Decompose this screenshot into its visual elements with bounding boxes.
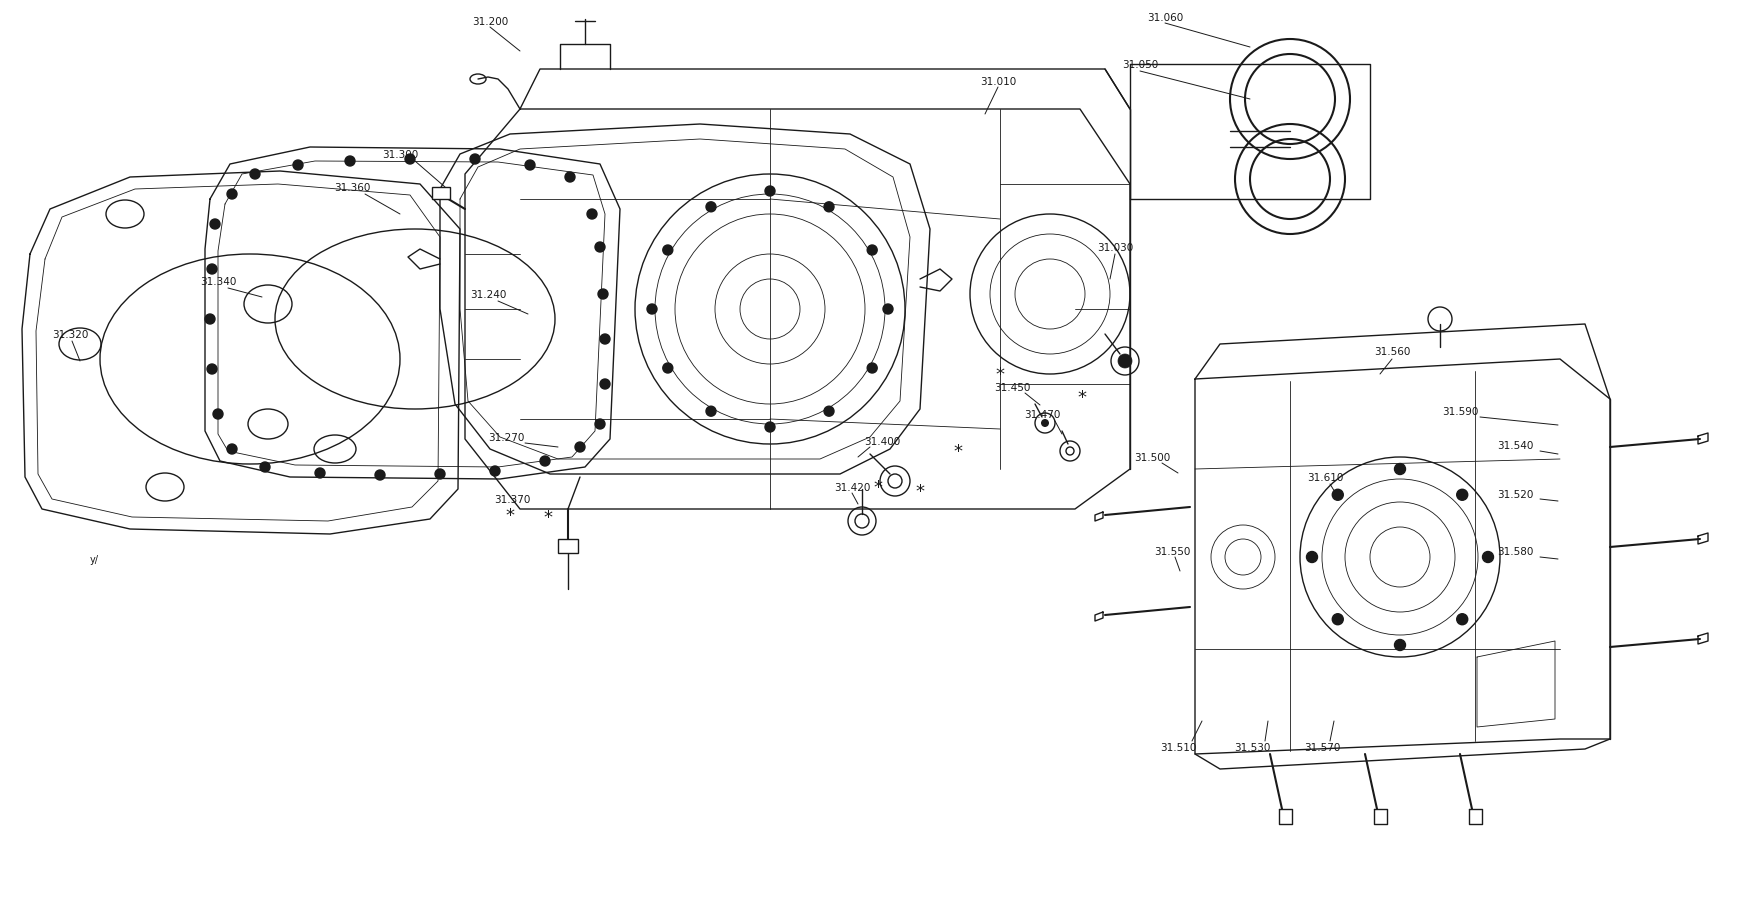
Text: 31.610: 31.610 [1306, 472, 1343, 482]
Circle shape [226, 445, 237, 455]
Circle shape [292, 161, 303, 171]
Circle shape [598, 289, 607, 300]
Circle shape [887, 474, 901, 489]
Circle shape [1456, 490, 1468, 501]
Text: 31.420: 31.420 [833, 482, 870, 493]
Text: *: * [543, 508, 553, 527]
Circle shape [259, 462, 270, 472]
Circle shape [706, 202, 715, 212]
Text: *: * [953, 443, 962, 460]
Circle shape [647, 305, 657, 314]
Circle shape [376, 471, 384, 481]
Circle shape [210, 220, 219, 230]
Circle shape [586, 210, 596, 220]
Text: *: * [995, 366, 1003, 383]
Circle shape [490, 467, 499, 476]
Circle shape [706, 407, 715, 416]
Circle shape [600, 335, 610, 345]
Circle shape [207, 265, 217, 275]
Circle shape [539, 457, 550, 467]
Text: 31.240: 31.240 [470, 289, 506, 300]
Text: 31.520: 31.520 [1496, 490, 1532, 499]
Circle shape [435, 470, 445, 480]
Text: 31.320: 31.320 [52, 330, 89, 340]
Text: 31.370: 31.370 [494, 494, 530, 505]
Text: 31.340: 31.340 [200, 277, 237, 287]
Text: 31.590: 31.590 [1442, 406, 1478, 416]
Circle shape [1306, 552, 1316, 562]
Text: 31.540: 31.540 [1496, 440, 1532, 450]
Text: *: * [873, 479, 882, 496]
Text: 31.400: 31.400 [863, 437, 899, 447]
Bar [431, 187, 450, 199]
Text: 31.200: 31.200 [471, 17, 508, 27]
Text: 31.530: 31.530 [1233, 743, 1269, 752]
Circle shape [663, 364, 673, 374]
Text: *: * [1076, 389, 1085, 406]
Circle shape [824, 407, 833, 416]
Circle shape [1393, 464, 1405, 475]
Circle shape [205, 314, 216, 324]
Circle shape [250, 170, 259, 180]
Circle shape [565, 173, 574, 183]
Text: 31.030: 31.030 [1096, 243, 1132, 253]
Circle shape [765, 423, 774, 433]
Text: 31.560: 31.560 [1374, 346, 1409, 357]
Text: 31.580: 31.580 [1496, 547, 1532, 556]
Text: 31.270: 31.270 [487, 433, 523, 443]
Circle shape [663, 245, 673, 255]
Circle shape [1066, 448, 1073, 456]
Circle shape [405, 154, 416, 165]
Circle shape [824, 202, 833, 212]
Text: y/: y/ [90, 554, 99, 564]
Text: *: * [915, 482, 923, 501]
Text: 31.470: 31.470 [1023, 410, 1059, 420]
Text: 31.550: 31.550 [1153, 547, 1189, 556]
Circle shape [765, 187, 774, 197]
Circle shape [595, 420, 605, 429]
Circle shape [1332, 490, 1343, 501]
Circle shape [882, 305, 892, 314]
Circle shape [866, 364, 876, 374]
Text: 31.300: 31.300 [381, 150, 417, 160]
Text: 31.060: 31.060 [1146, 13, 1183, 23]
Circle shape [1040, 420, 1049, 427]
Text: 31.450: 31.450 [993, 382, 1029, 392]
Circle shape [525, 161, 534, 171]
Circle shape [1332, 614, 1343, 625]
Bar [558, 539, 577, 553]
Circle shape [207, 365, 217, 375]
Circle shape [574, 443, 584, 452]
Circle shape [1456, 614, 1468, 625]
Text: 31.510: 31.510 [1160, 743, 1195, 752]
Circle shape [1482, 552, 1492, 562]
Circle shape [212, 410, 223, 420]
Text: 31.050: 31.050 [1122, 60, 1158, 70]
Circle shape [595, 243, 605, 253]
Text: 31.010: 31.010 [979, 77, 1016, 87]
Circle shape [854, 515, 868, 528]
Circle shape [315, 469, 325, 479]
Circle shape [1393, 640, 1405, 651]
Text: 31.360: 31.360 [334, 183, 370, 193]
Circle shape [344, 157, 355, 167]
Text: 31.500: 31.500 [1134, 452, 1169, 462]
Text: *: * [506, 506, 515, 525]
Circle shape [1118, 355, 1132, 369]
Circle shape [866, 245, 876, 255]
Circle shape [470, 154, 480, 165]
Circle shape [226, 190, 237, 199]
Text: 31.570: 31.570 [1303, 743, 1339, 752]
Circle shape [600, 380, 610, 390]
